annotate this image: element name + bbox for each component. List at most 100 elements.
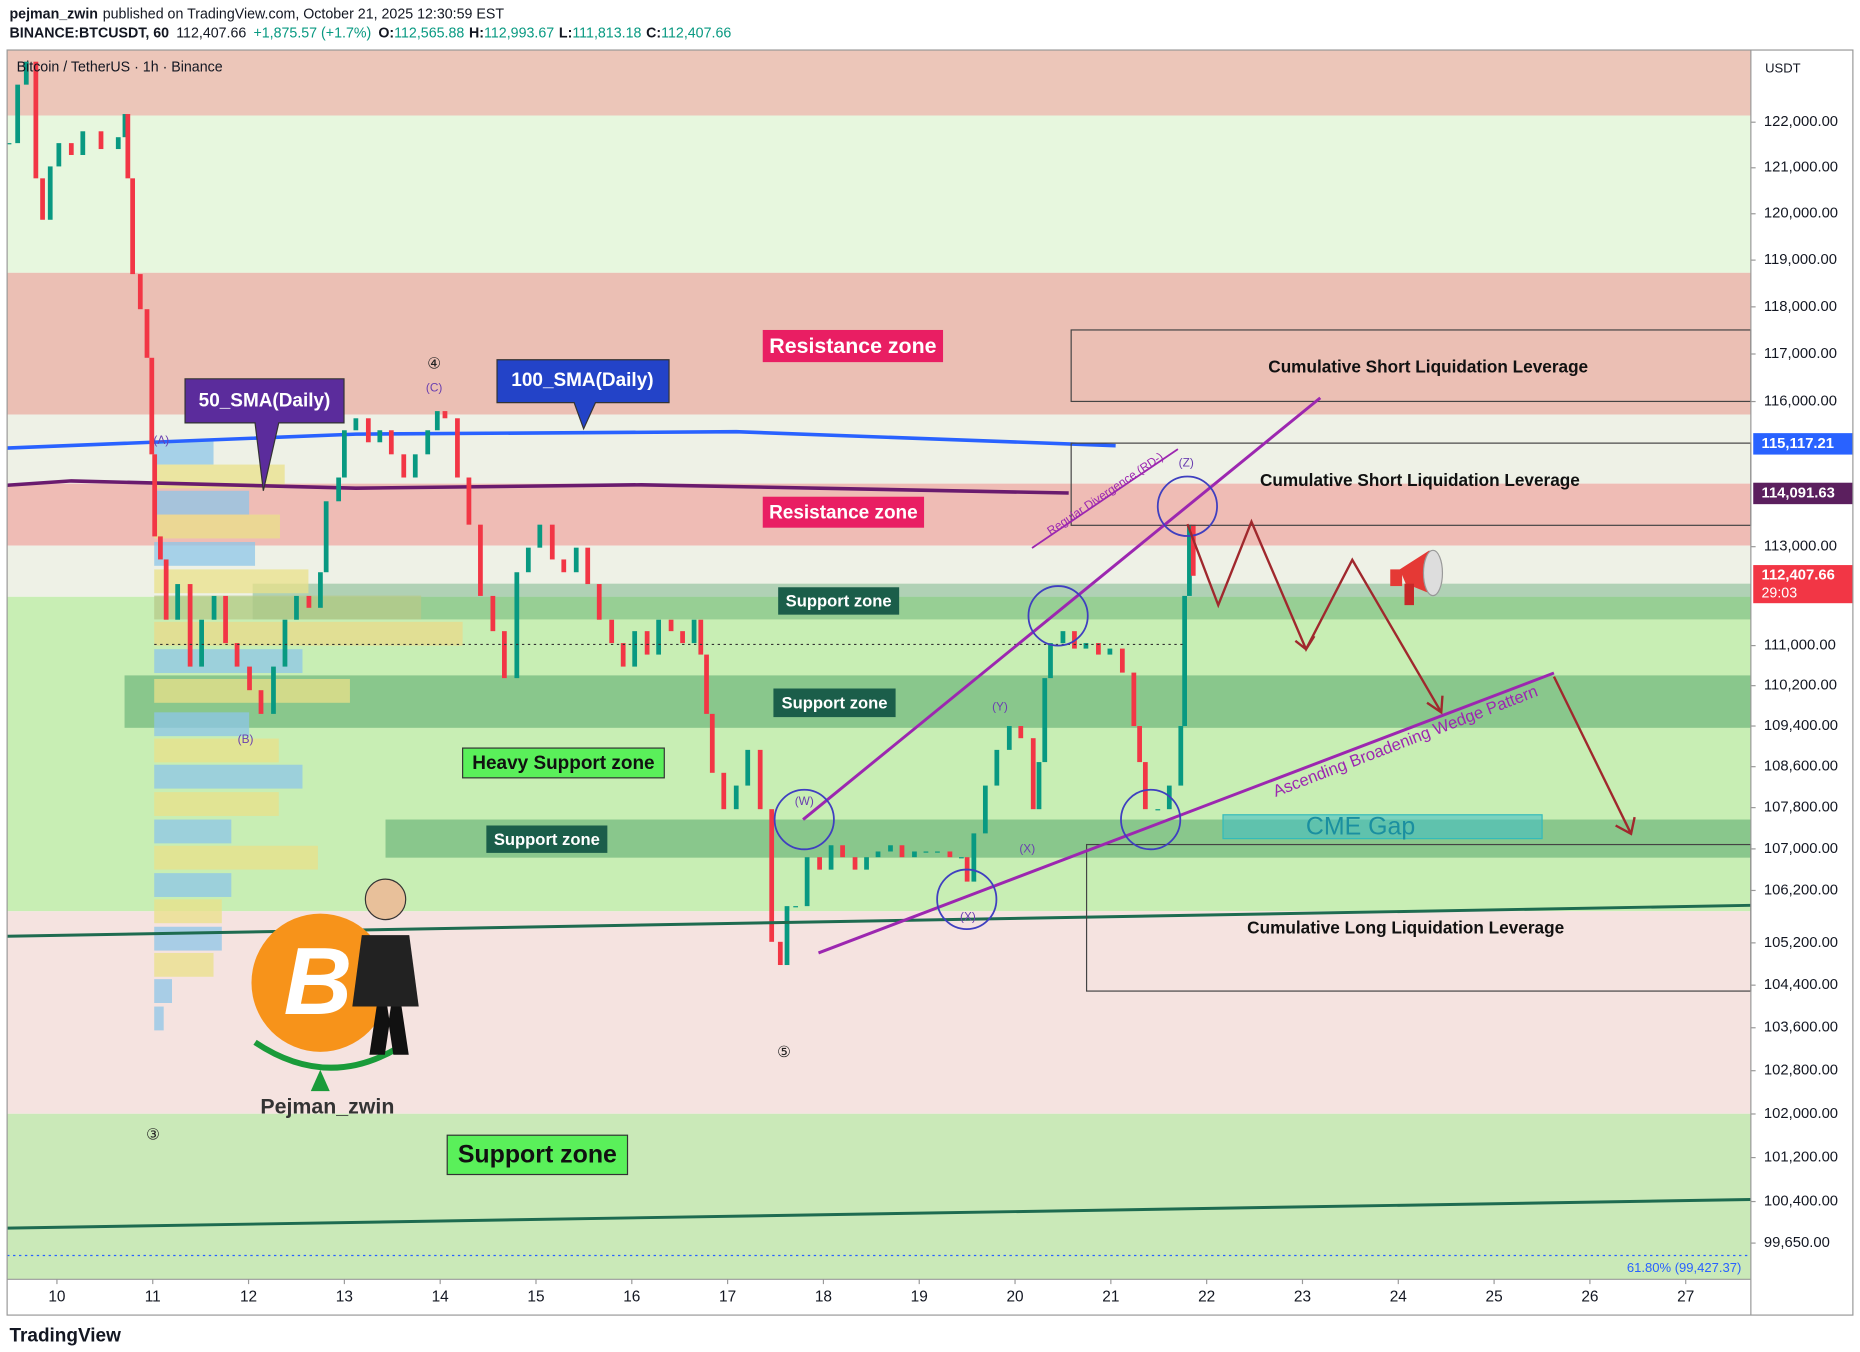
circle: [1120, 788, 1182, 851]
price-label: 115,117.21: [1762, 436, 1835, 452]
watermark-name: Pejman_zwin: [260, 1094, 394, 1118]
candle: [525, 547, 531, 573]
volume-bar: [154, 952, 214, 977]
zone-label: Support zone: [458, 1141, 617, 1169]
candle: [1060, 631, 1066, 644]
callout-label: 50_SMA(Daily): [199, 390, 331, 411]
projection-path: [1186, 518, 1443, 713]
candle: [144, 309, 150, 358]
x-tick-label: 14: [432, 1288, 450, 1305]
candle: [982, 785, 988, 834]
volume-bar: [154, 649, 303, 674]
published: published on TradingView.com, October 21…: [103, 6, 505, 22]
candle: [1187, 524, 1192, 596]
x-tick-label: 26: [1581, 1288, 1598, 1305]
candle: [247, 666, 252, 691]
candle: [234, 643, 240, 667]
wave-label: ④: [427, 356, 441, 373]
candle: [1036, 762, 1042, 810]
candle: [1182, 595, 1188, 727]
wave-label: (C): [426, 380, 442, 394]
x-tick-label: 21: [1102, 1288, 1119, 1305]
neutral-band: [7, 115, 1751, 273]
candle: [1107, 648, 1113, 655]
candle: [959, 857, 964, 859]
liquidation-label: Cumulative Long Liquidation Leverage: [1247, 918, 1564, 938]
candle: [537, 524, 543, 548]
volume-bar: [154, 490, 250, 515]
bitcoin-symbol: B: [284, 929, 353, 1035]
candle: [455, 418, 460, 478]
candle: [306, 595, 312, 608]
wave-label: (X): [960, 909, 976, 923]
x-tick-label: 20: [1006, 1288, 1023, 1305]
liquidation-label: Cumulative Short Liquidation Leverage: [1260, 470, 1580, 490]
support-band: [7, 1113, 1751, 1280]
candle: [899, 845, 905, 858]
zone-label-box: [462, 747, 665, 779]
header-field: BINANCE:BTCUSDT, 60: [9, 25, 169, 41]
zone-label-box: [762, 329, 944, 363]
x-tick-label: 16: [623, 1288, 640, 1305]
neutral-band: [7, 414, 1751, 484]
candle: [47, 166, 53, 220]
wave-label: (B): [238, 732, 254, 746]
candle: [377, 430, 383, 443]
candle: [401, 454, 407, 478]
y-tick-label: 108,600.00: [1764, 759, 1838, 775]
labels: 122,000.00 121,000.00 120,000.00 119,000.00…: [9, 6, 1853, 1347]
y-tick-label: 117,000.00: [1764, 346, 1837, 362]
wave-label: (W): [795, 794, 814, 808]
arrow-head: [1615, 816, 1636, 836]
candle: [56, 143, 62, 167]
zone-label: Resistance zone: [769, 502, 918, 523]
header-field: 112,407.66: [661, 25, 731, 41]
zone-label-box: [486, 825, 608, 853]
candle: [828, 845, 834, 870]
candle: [1096, 643, 1101, 655]
y-tick-label: 107,000.00: [1764, 841, 1838, 857]
candle: [971, 833, 977, 882]
candle: [502, 631, 507, 679]
candle: [341, 430, 347, 478]
candle: [15, 84, 21, 144]
candle: [947, 851, 953, 858]
candle: [130, 178, 136, 275]
y-tick-label: 101,200.00: [1764, 1149, 1838, 1165]
price-label: 112,407.66: [1762, 568, 1835, 584]
candle: [698, 619, 704, 655]
volume-bar: [154, 819, 232, 844]
x-tick-label: 24: [1390, 1288, 1408, 1305]
header-field: 111,813.18: [572, 25, 641, 41]
volume-bar: [154, 979, 173, 1003]
candle: [6, 143, 12, 145]
candle: [258, 690, 264, 714]
candle: [442, 411, 448, 419]
candle: [668, 619, 674, 632]
volume-bar: [154, 569, 309, 594]
candle: [199, 619, 204, 667]
header-field: O:: [378, 25, 394, 41]
candle: [852, 857, 858, 870]
x-tick-label: 12: [240, 1288, 257, 1305]
candle: [769, 809, 775, 942]
candle: [804, 857, 810, 907]
candle: [1119, 648, 1125, 673]
y-tick-label: 120,000.00: [1764, 206, 1838, 222]
chart-title: Bitcoin / TetherUS · 1h · Binance: [17, 60, 223, 76]
zone-label-box: [446, 1134, 629, 1176]
wave-label: ⑤: [777, 1044, 791, 1061]
volume-bar: [154, 1006, 164, 1031]
volume-bar: [154, 595, 422, 620]
circles: [773, 475, 1218, 931]
volume-bar: [154, 792, 279, 816]
zone-label: Heavy Support zone: [472, 753, 654, 774]
candle: [318, 572, 323, 608]
cme-label: CME Gap: [1306, 812, 1415, 840]
candle: [175, 584, 181, 620]
candle: [745, 749, 751, 786]
circle: [936, 868, 998, 931]
price-label-box: [1753, 565, 1853, 604]
volume-bar: [154, 873, 232, 897]
